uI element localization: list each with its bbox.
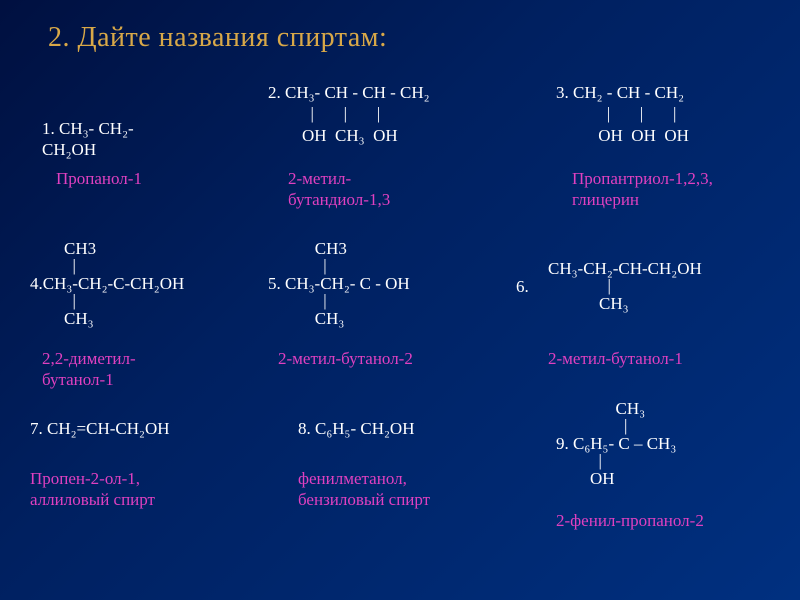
q8: 8. C₆H₅- CH₂OH	[298, 418, 414, 439]
q8-ans1: фенилметанол,	[298, 468, 430, 489]
q1-answer: Пропанол-1	[56, 168, 142, 189]
q6-num-wrap: 6.	[516, 276, 529, 297]
q8-num: 8.	[298, 419, 311, 438]
q2-ans1: 2-метил-	[288, 168, 390, 189]
q5-bottom: CH₃	[268, 308, 410, 329]
q5: CH3 | 5. CH₃-CH₂- C - OH | CH₃	[268, 238, 410, 329]
q8-formula: C₆H₅- CH₂OH	[315, 419, 414, 438]
q2-top: CH₃- CH - CH - CH₂	[285, 83, 430, 102]
q4-answer: 2,2-диметил- бутанол-1	[42, 348, 136, 391]
q1-line1: CH₃- CH₂-	[59, 119, 134, 138]
q3-num: 3.	[556, 83, 569, 102]
q4-bottom: CH₃	[30, 308, 184, 329]
q1-line2: CH₂OH	[42, 139, 134, 160]
q5-answer: 2-метил-бутанол-2	[278, 348, 413, 369]
q9-answer: 2-фенил-пропанол-2	[556, 510, 704, 531]
q4-ans2: бутанол-1	[42, 369, 136, 390]
q2-num: 2.	[268, 83, 281, 102]
q3: 3. CH₂ - CH - CH₂ | | | OH OH OH	[556, 82, 689, 146]
q4-b1: |	[30, 259, 184, 273]
q8-answer: фенилметанол, бензиловый спирт	[298, 468, 430, 511]
q7-num: 7.	[30, 419, 43, 438]
q6-answer: 2-метил-бутанол-1	[548, 348, 683, 369]
q4: CH3 | 4.CH₃-CH₂-C-CH₂OH | CH₃	[30, 238, 184, 329]
q7: 7. CH₂=CH-CH₂OH	[30, 418, 170, 439]
q3-bottom: OH OH OH	[556, 125, 689, 146]
q2-ans2: бутандиол-1,3	[288, 189, 390, 210]
q6-num: 6.	[516, 277, 529, 296]
q9-b1: |	[556, 419, 676, 433]
q9-num: 9.	[556, 434, 569, 453]
q3-ans2: глицерин	[572, 189, 713, 210]
q3-bonds: | | |	[556, 103, 689, 124]
slide-title: 2. Дайте названия спиртам:	[48, 22, 387, 54]
q2-answer: 2-метил- бутандиол-1,3	[288, 168, 390, 211]
q3-ans1: Пропантриол-1,2,3,	[572, 168, 713, 189]
q8-ans2: бензиловый спирт	[298, 489, 430, 510]
q7-ans1: Пропен-2-ол-1,	[30, 468, 155, 489]
q3-answer: Пропантриол-1,2,3, глицерин	[572, 168, 713, 211]
q2: 2. CH₃- CH - CH - CH₂ | | | OH CH₃ OH	[268, 82, 430, 146]
q6-bond: |	[548, 279, 702, 293]
q7-ans2: аллиловый спирт	[30, 489, 155, 510]
q2-bottom: OH CH₃ OH	[268, 125, 430, 146]
q9-mid: C₆H₅- C – CH₃	[573, 434, 676, 453]
q4-b2: |	[30, 294, 184, 308]
q5-mid: CH₃-CH₂- C - OH	[285, 274, 410, 293]
q4-mid: CH₃-CH₂-C-CH₂OH	[43, 274, 185, 293]
q9-b2: |	[556, 454, 676, 468]
q4-num: 4.	[30, 274, 43, 293]
q1-num: 1.	[42, 119, 55, 138]
q5-b2: |	[268, 294, 410, 308]
q7-formula: CH₂=CH-CH₂OH	[47, 419, 170, 438]
q1: 1. CH₃- CH₂- CH₂OH	[42, 118, 134, 161]
q3-top: CH₂ - CH - CH₂	[573, 83, 684, 102]
q5-b1: |	[268, 259, 410, 273]
q9: CH₃ | 9. C₆H₅- C – CH₃ | OH	[556, 398, 676, 489]
q2-bonds: | | |	[268, 103, 430, 124]
q4-ans1: 2,2-диметил-	[42, 348, 136, 369]
q7-answer: Пропен-2-ол-1, аллиловый спирт	[30, 468, 155, 511]
q6: CH₃-CH₂-CH-CH₂OH | CH₃	[548, 258, 702, 314]
q6-bottom: CH₃	[548, 293, 702, 314]
q5-num: 5.	[268, 274, 281, 293]
q9-bottom: OH	[556, 468, 676, 489]
